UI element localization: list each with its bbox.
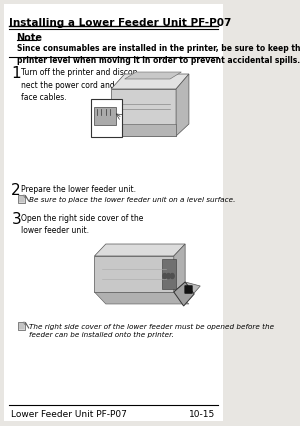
Circle shape xyxy=(167,274,170,279)
Text: Since consumables are installed in the printer, be sure to keep the
printer leve: Since consumables are installed in the p… xyxy=(16,44,300,65)
Text: Note: Note xyxy=(16,33,43,43)
Text: Prepare the lower feeder unit.: Prepare the lower feeder unit. xyxy=(21,184,136,193)
Text: Turn off the printer and discon-
nect the power cord and inter-
face cables.: Turn off the printer and discon- nect th… xyxy=(21,68,140,102)
Polygon shape xyxy=(176,75,189,137)
FancyBboxPatch shape xyxy=(163,259,176,289)
Text: 3: 3 xyxy=(11,211,21,227)
FancyBboxPatch shape xyxy=(18,196,25,203)
Polygon shape xyxy=(111,90,176,137)
Text: 2: 2 xyxy=(11,183,21,198)
Text: Be sure to place the lower feeder unit on a level surface.: Be sure to place the lower feeder unit o… xyxy=(29,196,235,203)
Polygon shape xyxy=(111,75,189,90)
FancyBboxPatch shape xyxy=(91,100,122,138)
FancyBboxPatch shape xyxy=(18,322,25,330)
Polygon shape xyxy=(125,73,182,80)
Polygon shape xyxy=(94,245,185,256)
Text: The right side cover of the lower feeder must be opened before the
feeder can be: The right side cover of the lower feeder… xyxy=(29,323,274,337)
Polygon shape xyxy=(23,322,25,325)
Text: Lower Feeder Unit PF-P07: Lower Feeder Unit PF-P07 xyxy=(11,409,127,418)
Polygon shape xyxy=(174,245,185,292)
Polygon shape xyxy=(174,282,194,306)
FancyBboxPatch shape xyxy=(4,5,223,421)
Polygon shape xyxy=(23,196,25,199)
Polygon shape xyxy=(94,256,174,292)
Text: 10-15: 10-15 xyxy=(189,409,215,418)
Polygon shape xyxy=(174,282,200,299)
Text: Open the right side cover of the
lower feeder unit.: Open the right side cover of the lower f… xyxy=(21,213,143,235)
Circle shape xyxy=(170,274,174,279)
Text: 1: 1 xyxy=(11,66,21,81)
Text: Installing a Lower Feeder Unit PF-P07: Installing a Lower Feeder Unit PF-P07 xyxy=(9,18,231,28)
Circle shape xyxy=(163,274,166,279)
FancyBboxPatch shape xyxy=(94,108,116,126)
Polygon shape xyxy=(94,292,189,304)
FancyBboxPatch shape xyxy=(185,286,192,294)
Polygon shape xyxy=(111,125,176,137)
